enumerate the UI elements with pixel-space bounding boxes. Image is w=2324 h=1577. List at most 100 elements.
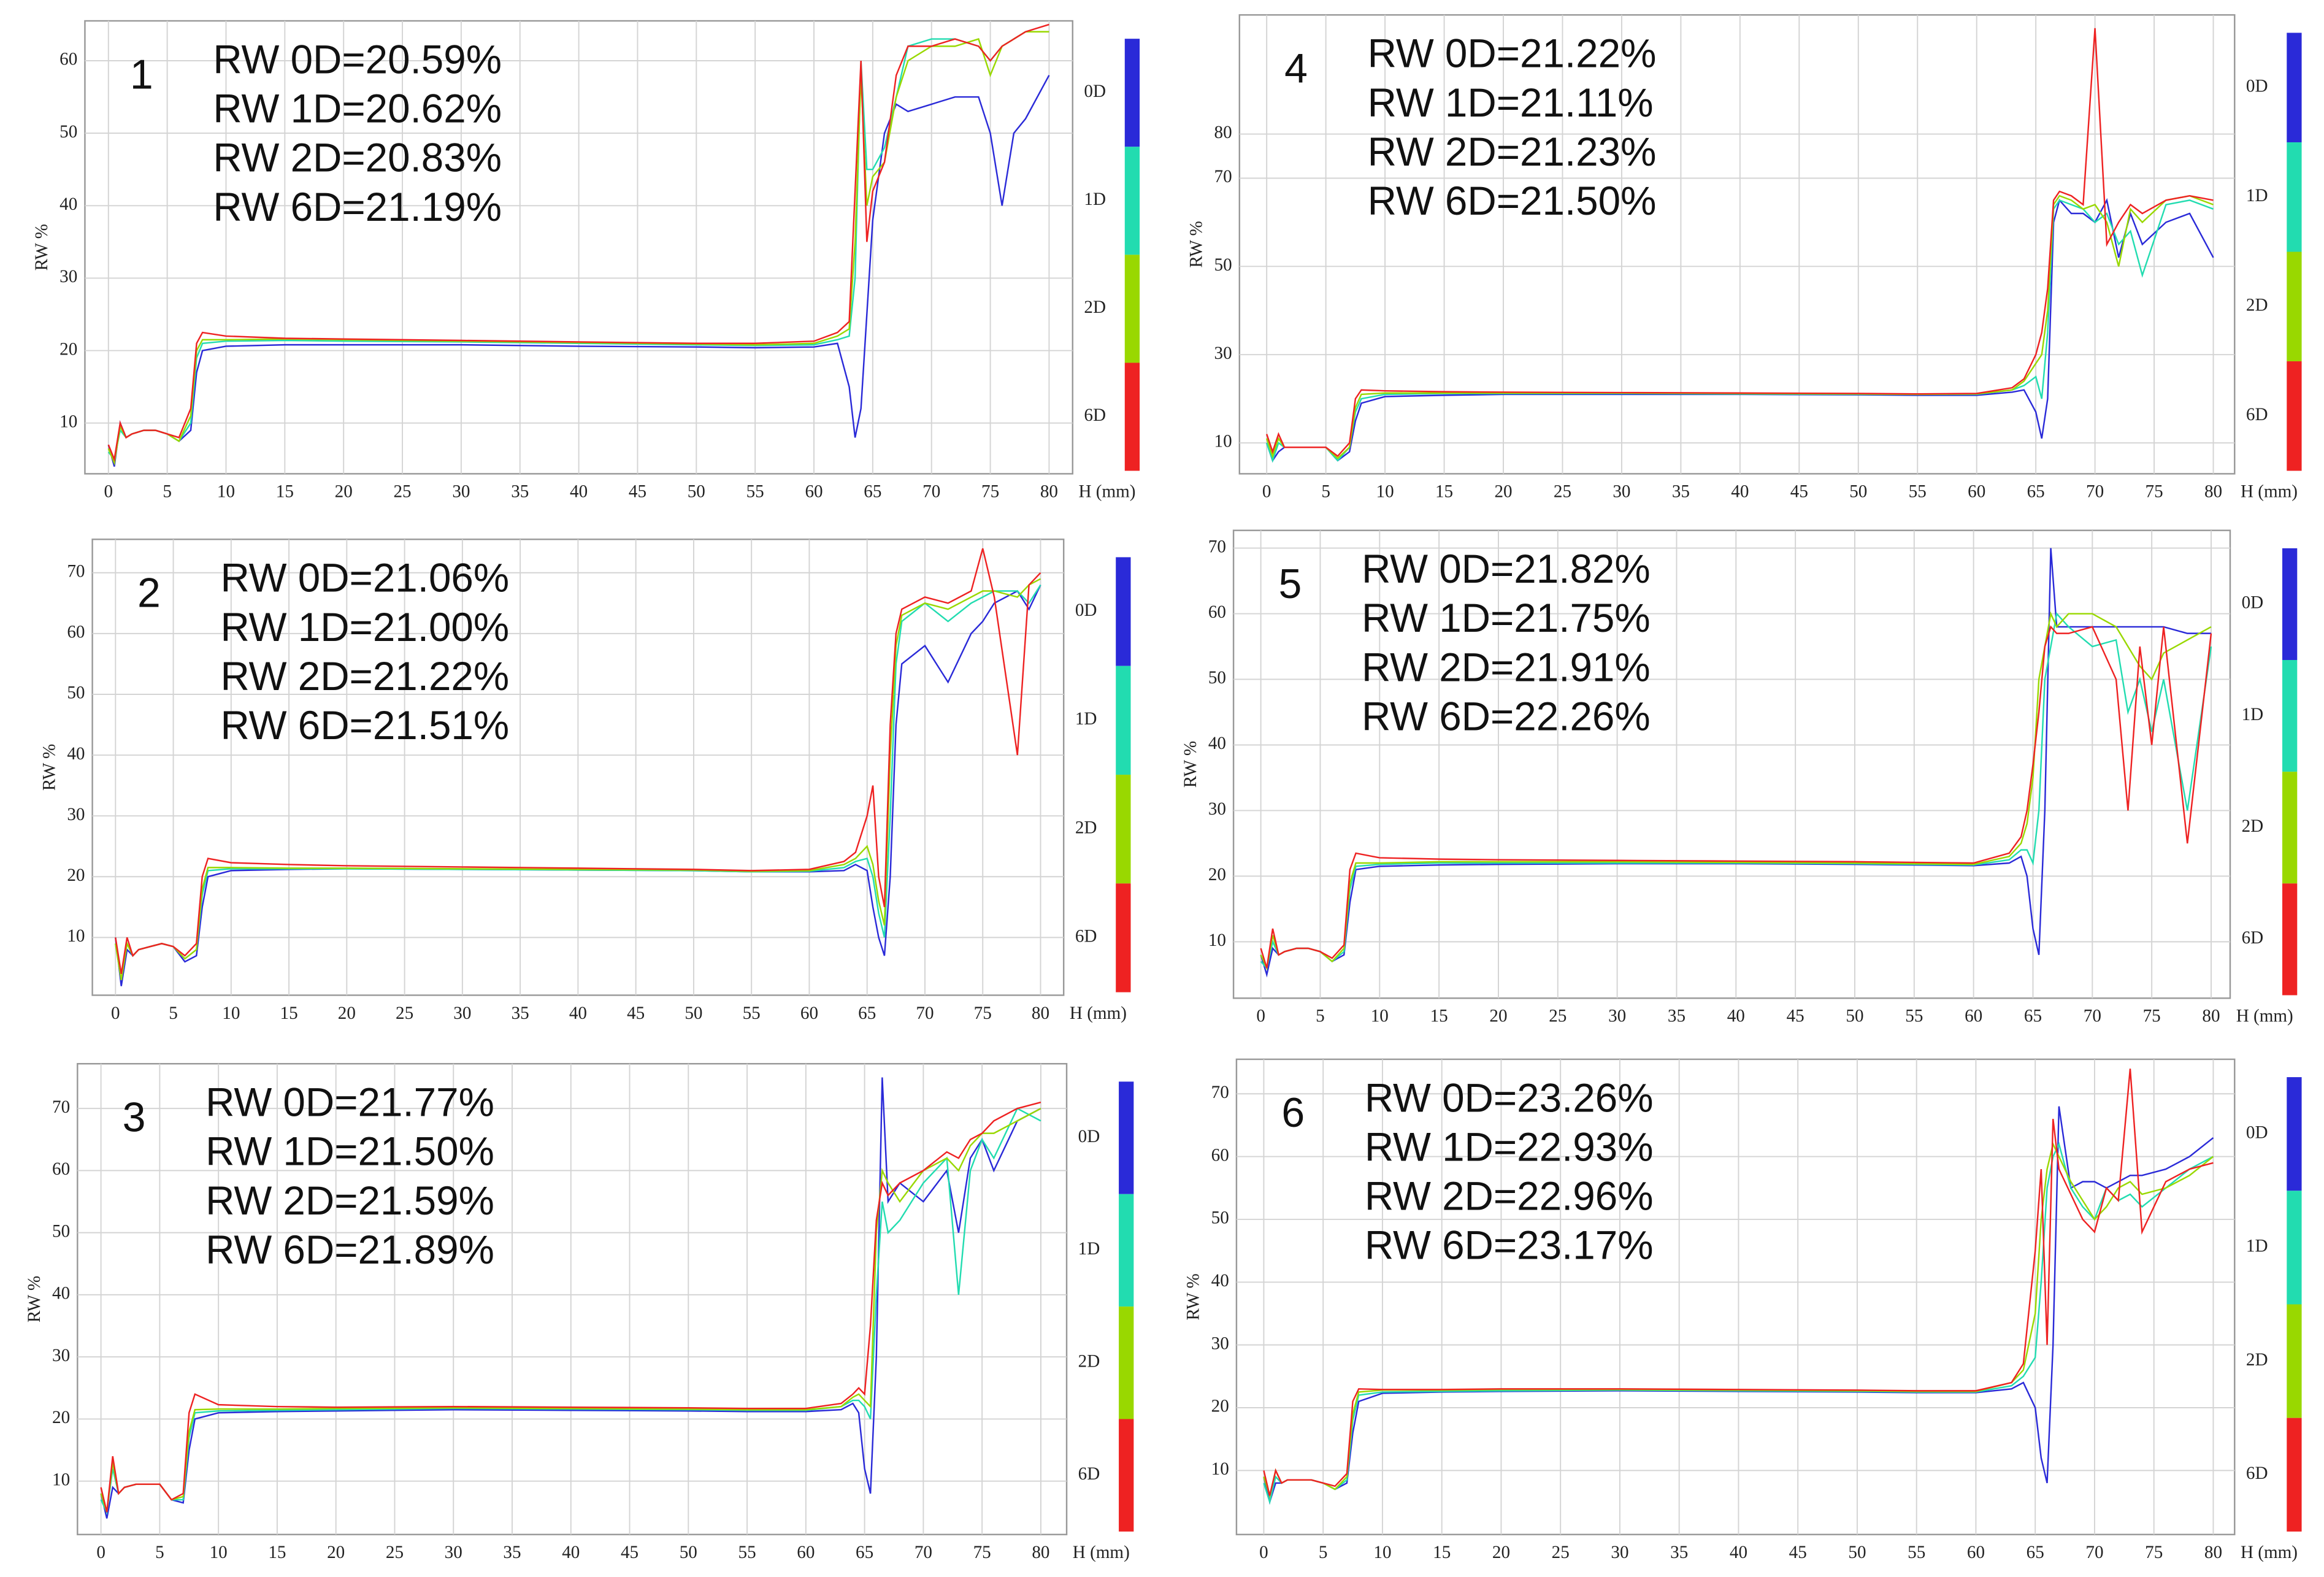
x-tick-label: 55 xyxy=(1909,482,1927,502)
x-tick-label: 0 xyxy=(104,482,113,502)
x-tick-label: 50 xyxy=(680,1543,697,1562)
x-tick-label: 15 xyxy=(1435,482,1453,502)
legend-label: 1D xyxy=(1078,1239,1100,1259)
y-axis-label: RW % xyxy=(1186,221,1206,267)
y-tick-label: 40 xyxy=(1208,734,1226,753)
annotation: RW 0D=20.59% xyxy=(213,37,502,82)
panel-label: 3 xyxy=(123,1094,146,1140)
legend-label: 2D xyxy=(1078,1352,1100,1372)
x-tick-label: 10 xyxy=(1373,1543,1391,1562)
legend-label: 0D xyxy=(1078,1127,1100,1146)
annotation: RW 2D=20.83% xyxy=(213,136,502,180)
annotation: RW 1D=20.62% xyxy=(213,86,502,131)
data-line xyxy=(107,23,1049,462)
y-tick-label: 70 xyxy=(1214,167,1232,186)
annotation: RW 1D=21.11% xyxy=(1368,80,1654,125)
x-tick-label: 35 xyxy=(1670,1543,1688,1562)
data-lines xyxy=(1260,548,2212,978)
y-tick-label: 30 xyxy=(1214,343,1232,363)
y-tick-label: 30 xyxy=(52,1346,70,1365)
x-tick-label: 25 xyxy=(1552,1543,1570,1562)
x-tick-label: 40 xyxy=(569,1003,587,1023)
x-tick-label: 0 xyxy=(1259,1543,1268,1562)
y-tick-label: 60 xyxy=(59,50,77,69)
x-tick-label: 70 xyxy=(922,482,940,502)
chart-panel: 0 5 10 15 20 25 30 35 40 45 50 55 60 65 70 75 80 10 20 30 40… xyxy=(39,539,1131,1023)
x-tick-label: 30 xyxy=(1613,482,1630,502)
x-tick-label: 75 xyxy=(974,1003,992,1023)
y-tick-label: 50 xyxy=(1211,1208,1229,1228)
x-tick-label: 20 xyxy=(1494,482,1512,502)
x-tick-label: 40 xyxy=(1731,482,1749,502)
chart-panel: 0 5 10 15 20 25 30 35 40 45 50 55 60 65 70 75 80 10 20 30 40… xyxy=(1184,1058,2302,1562)
x-tick-label: 45 xyxy=(1789,1543,1807,1562)
chart-panel: 0 5 10 15 20 25 30 35 40 45 50 55 60 65 70 75 80 10 20 30 40… xyxy=(25,1063,1134,1562)
x-axis-label: H (mm) xyxy=(1073,1543,1130,1562)
x-tick-label: 70 xyxy=(916,1003,934,1023)
x-tick-label: 10 xyxy=(1376,482,1394,502)
x-tick-label: 70 xyxy=(2086,482,2104,502)
legend-swatch xyxy=(1119,1419,1134,1532)
x-tick-label: 20 xyxy=(335,482,353,502)
y-tick-label: 30 xyxy=(59,267,77,286)
x-tick-label: 15 xyxy=(268,1543,286,1562)
legend-label: 6D xyxy=(1075,927,1097,946)
legend-label: 0D xyxy=(2246,1122,2268,1142)
y-tick-label: 50 xyxy=(67,683,85,703)
plot-area xyxy=(1235,1058,2236,1535)
x-tick-label: 30 xyxy=(453,1003,471,1023)
x-tick-label: 5 xyxy=(1316,1007,1325,1026)
x-tick-label: 60 xyxy=(797,1543,815,1562)
annotation: RW 0D=23.26% xyxy=(1365,1075,1654,1120)
legend-label: 6D xyxy=(2246,1464,2268,1483)
legend-label: 6D xyxy=(1078,1464,1100,1484)
annotation: RW 0D=21.82% xyxy=(1362,547,1651,591)
y-tick-label: 10 xyxy=(67,926,85,946)
x-axis-label: H (mm) xyxy=(1078,482,1135,502)
x-tick-label: 50 xyxy=(688,482,705,502)
annotation: RW 2D=21.22% xyxy=(220,654,509,699)
legend-label: 0D xyxy=(1075,600,1097,620)
data-lines xyxy=(115,548,1041,986)
y-tick-label: 10 xyxy=(1214,432,1232,451)
y-tick-label: 70 xyxy=(1211,1083,1229,1102)
x-tick-label: 65 xyxy=(856,1543,873,1562)
legend-swatch xyxy=(2287,33,2302,142)
x-tick-label: 25 xyxy=(386,1543,404,1562)
panel-label: 4 xyxy=(1284,45,1308,92)
x-tick-label: 40 xyxy=(570,482,588,502)
y-tick-label: 30 xyxy=(1211,1333,1229,1353)
y-tick-label: 20 xyxy=(52,1408,70,1427)
x-tick-label: 35 xyxy=(503,1543,521,1562)
legend-label: 1D xyxy=(2246,186,2268,205)
x-tick-label: 0 xyxy=(96,1543,105,1562)
legend-label: 1D xyxy=(1075,709,1097,729)
annotation: RW 2D=21.59% xyxy=(205,1178,494,1223)
legend-label: 6D xyxy=(1084,405,1106,425)
legend-label: 2D xyxy=(1075,818,1097,837)
annotation: RW 0D=21.22% xyxy=(1368,31,1657,76)
x-tick-label: 75 xyxy=(2145,1543,2163,1562)
legend-swatch xyxy=(1116,883,1131,992)
x-tick-label: 50 xyxy=(1849,482,1867,502)
panel-label: 6 xyxy=(1281,1089,1305,1136)
legend-swatch xyxy=(2287,142,2302,252)
y-tick-label: 50 xyxy=(52,1221,70,1241)
x-axis-label: H (mm) xyxy=(2241,482,2298,502)
legend-label: 1D xyxy=(1084,190,1106,209)
x-tick-label: 25 xyxy=(396,1003,413,1023)
y-tick-label: 80 xyxy=(1214,123,1232,142)
x-tick-label: 75 xyxy=(2143,1007,2161,1026)
data-lines xyxy=(100,1077,1041,1519)
x-tick-label: 80 xyxy=(2204,482,2222,502)
x-tick-label: 20 xyxy=(338,1003,356,1023)
x-tick-label: 25 xyxy=(1554,482,1571,502)
x-tick-label: 65 xyxy=(864,482,881,502)
annotation: RW 6D=23.17% xyxy=(1365,1223,1654,1268)
x-axis-label: H (mm) xyxy=(2241,1543,2298,1562)
x-tick-label: 0 xyxy=(1256,1007,1265,1026)
legend-label: 2D xyxy=(2246,1350,2268,1370)
x-tick-label: 55 xyxy=(1908,1543,1925,1562)
x-tick-label: 60 xyxy=(1965,1007,1982,1026)
x-tick-label: 70 xyxy=(915,1543,932,1562)
